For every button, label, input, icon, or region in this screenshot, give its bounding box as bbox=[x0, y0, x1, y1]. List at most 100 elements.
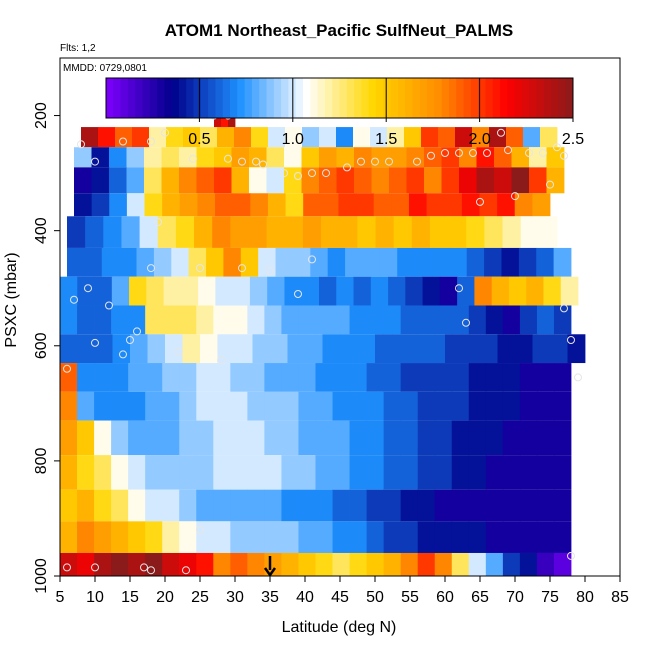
heatmap-cell bbox=[267, 276, 285, 306]
data-point bbox=[133, 327, 141, 336]
colorbar-swatch bbox=[215, 78, 224, 118]
heatmap-cell bbox=[366, 363, 385, 392]
heatmap-cell bbox=[74, 167, 92, 194]
heatmap-cell bbox=[215, 193, 234, 217]
heatmap-cell bbox=[536, 420, 555, 456]
heatmap-cell bbox=[145, 391, 163, 421]
colorbar-swatch bbox=[106, 78, 114, 118]
heatmap-cell bbox=[502, 455, 521, 490]
colorbar-swatch bbox=[405, 78, 413, 118]
dates-label: MMDD: 0729,0801 bbox=[63, 63, 147, 74]
heatmap-cell bbox=[230, 455, 248, 490]
heatmap-cell bbox=[366, 305, 385, 335]
heatmap-cell bbox=[85, 216, 104, 248]
data-point bbox=[462, 318, 470, 327]
heatmap-cell bbox=[357, 216, 376, 248]
colorbar-swatch bbox=[244, 78, 253, 118]
heatmap-cell bbox=[145, 455, 163, 490]
heatmap-cell bbox=[327, 247, 346, 277]
heatmap-cell bbox=[494, 147, 512, 168]
heatmap-cell bbox=[281, 305, 299, 335]
heatmap-cell bbox=[206, 247, 224, 277]
colorbar-swatch bbox=[186, 78, 194, 118]
heatmap-cell bbox=[451, 305, 470, 335]
heatmap-cell bbox=[196, 147, 215, 168]
heatmap-cell bbox=[145, 420, 163, 456]
data-point bbox=[483, 149, 491, 157]
heatmap-cell bbox=[109, 167, 127, 194]
heatmap-cell bbox=[194, 216, 213, 248]
heatmap-cell bbox=[315, 489, 333, 522]
flights-label: Flts: 1,2 bbox=[60, 43, 96, 54]
heatmap-cell bbox=[213, 552, 231, 576]
heatmap-cell bbox=[553, 552, 572, 576]
data-point bbox=[371, 157, 379, 166]
heatmap-cell bbox=[383, 391, 402, 421]
heatmap-cell bbox=[322, 334, 341, 364]
heatmap-cell bbox=[303, 193, 322, 217]
x-tick-label: 20 bbox=[156, 589, 174, 606]
heatmap-cell bbox=[508, 276, 527, 306]
heatmap-cell bbox=[424, 167, 442, 194]
x-tick-label: 30 bbox=[226, 589, 244, 606]
heatmap-cell bbox=[230, 391, 248, 421]
heatmap-cell bbox=[439, 276, 458, 306]
heatmap-cell bbox=[451, 420, 470, 456]
heatmap-cell bbox=[400, 552, 419, 576]
colorbar-swatch bbox=[397, 78, 406, 118]
heatmap-cell bbox=[230, 420, 248, 456]
colorbar-swatch bbox=[536, 78, 545, 118]
y-tick-label: 200 bbox=[33, 102, 50, 129]
heatmap-cell bbox=[126, 147, 145, 168]
heatmap-cell bbox=[196, 455, 214, 490]
x-tick-label: 70 bbox=[506, 589, 524, 606]
heatmap-cell bbox=[485, 521, 504, 553]
colorbar-swatch bbox=[492, 78, 501, 118]
x-tick-label: 10 bbox=[86, 589, 104, 606]
heatmap-cell bbox=[94, 552, 112, 576]
heatmap-cell bbox=[60, 391, 78, 421]
heatmap-cell bbox=[217, 127, 235, 148]
heatmap-cell bbox=[434, 521, 453, 553]
heatmap-cell bbox=[144, 193, 163, 217]
y-tick-label: 1000 bbox=[33, 558, 50, 594]
colorbar-swatch bbox=[237, 78, 246, 118]
x-tick-label: 55 bbox=[401, 589, 419, 606]
heatmap-cell bbox=[147, 334, 166, 364]
data-point bbox=[574, 373, 582, 382]
heatmap-cell bbox=[165, 334, 183, 364]
data-point bbox=[259, 160, 267, 169]
heatmap-cell bbox=[462, 334, 481, 364]
heatmap-cell bbox=[536, 521, 555, 553]
heatmap-cell bbox=[366, 420, 385, 456]
heatmap-cell bbox=[519, 552, 538, 576]
heatmap-cell bbox=[115, 127, 133, 148]
heatmap-cell bbox=[212, 216, 231, 248]
heatmap-cell bbox=[497, 193, 516, 217]
heatmap-cell bbox=[197, 193, 216, 217]
heatmap-cell bbox=[332, 521, 350, 553]
heatmap-cell bbox=[281, 552, 299, 576]
heatmap-cell bbox=[230, 521, 248, 553]
heatmap-cell bbox=[349, 420, 367, 456]
colorbar-swatch bbox=[558, 78, 567, 118]
heatmap-cell bbox=[502, 420, 521, 456]
colorbar-swatch bbox=[310, 78, 319, 118]
heatmap-cell bbox=[60, 489, 78, 522]
heatmap-cell bbox=[472, 127, 490, 148]
colorbar-swatch bbox=[375, 78, 384, 118]
data-point bbox=[511, 192, 519, 201]
colorbar-swatch bbox=[281, 78, 289, 118]
colorbar-swatch bbox=[120, 78, 129, 118]
heatmap-cell bbox=[298, 391, 316, 421]
heatmap-cell bbox=[332, 305, 350, 335]
heatmap-cell bbox=[468, 391, 487, 421]
data-point bbox=[497, 128, 505, 137]
heatmap-cell bbox=[536, 305, 555, 335]
heatmap-cell bbox=[451, 489, 470, 522]
heatmap-cell bbox=[319, 276, 337, 306]
heatmap-cell bbox=[301, 147, 320, 168]
heatmap-cell bbox=[198, 276, 216, 306]
data-point bbox=[119, 350, 127, 359]
heatmap-cell bbox=[417, 455, 436, 490]
